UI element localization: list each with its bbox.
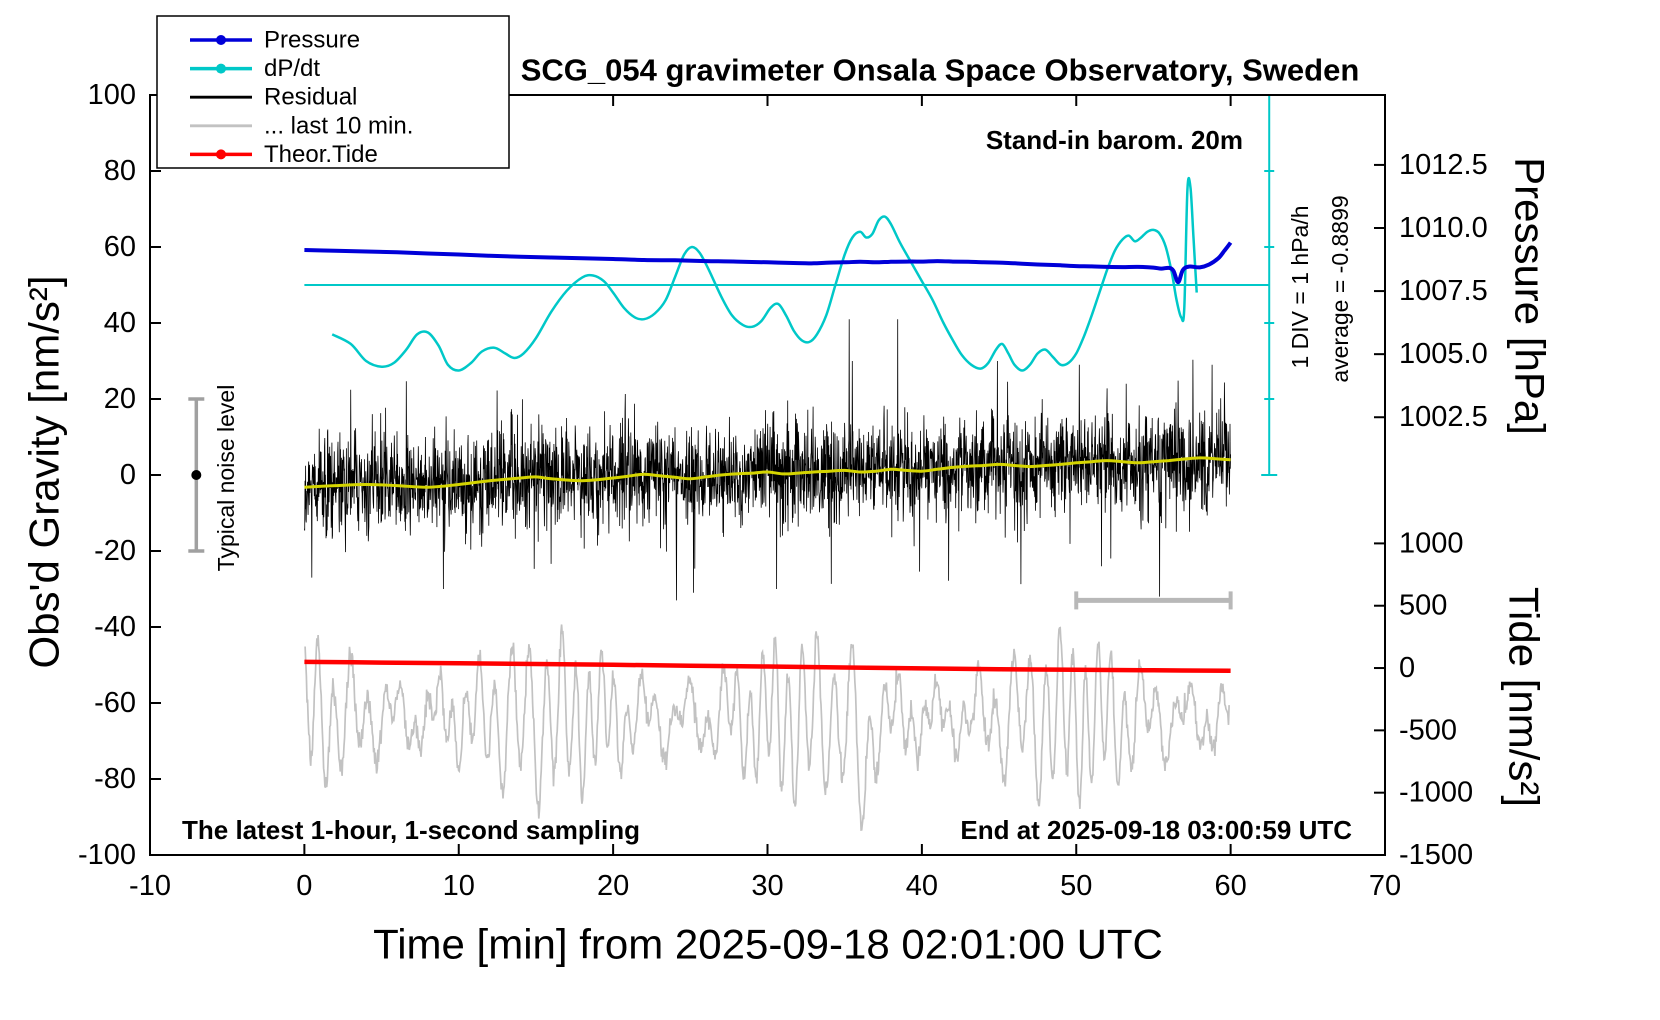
tide-tick-label: -500 [1399,714,1457,746]
annotation-average: average = -0.8899 [1327,195,1353,382]
chart-title: SCG_054 gravimeter Onsala Space Observat… [521,53,1360,88]
x-tick-label: 0 [296,870,312,902]
tide-tick-label: 500 [1399,590,1447,622]
noise-level-dot [191,470,202,480]
y-tick-label: 20 [104,383,136,415]
x-axis-label: Time [min] from 2025-09-18 02:01:00 UTC [373,921,1163,968]
legend-label-4: Theor.Tide [264,141,378,168]
legend-label-3: ... last 10 min. [264,112,413,139]
annotation-noise-level: Typical noise level [213,385,239,572]
tide-tick-label: -1000 [1399,777,1473,809]
y-tick-label: -20 [94,535,136,567]
y-tick-label: -60 [94,687,136,719]
y-tick-label: 40 [104,307,136,339]
tide-tick-label: 0 [1399,652,1415,684]
x-tick-label: 40 [906,870,938,902]
pressure-tick-label: 1007.5 [1399,275,1488,307]
tide-tick-label: -1500 [1399,839,1473,871]
legend-label-0: Pressure [264,27,360,54]
y-tick-label: 100 [88,79,136,111]
x-tick-label: -10 [129,870,171,902]
legend-marker-dot [216,149,226,160]
y-tick-label: 0 [120,459,136,491]
series-pressure [304,241,1233,285]
legend-marker-dot [216,63,226,74]
pressure-tick-label: 1012.5 [1399,149,1488,181]
x-tick-label: 30 [751,870,783,902]
x-tick-label: 20 [597,870,629,902]
x-tick-label: 70 [1369,870,1401,902]
legend-label-1: dP/dt [264,55,320,82]
annotation-end-time: End at 2025-09-18 03:00:59 UTC [960,815,1352,845]
series-dpdt [331,177,1198,372]
legend-marker-dot [216,35,226,45]
pressure-tick-label: 1005.0 [1399,338,1488,370]
series-residual-filtered [304,456,1231,489]
pressure-tick-label: 1002.5 [1399,401,1488,433]
annotation-barometer: Stand-in barom. 20m [986,125,1243,155]
y-tick-label: -100 [78,839,136,871]
series-residual [304,319,1231,601]
y-tick-label: -40 [94,611,136,643]
annotation-sampling: The latest 1-hour, 1-second sampling [182,815,640,845]
tide-tick-label: 1000 [1399,527,1464,559]
legend-label-2: Residual [264,84,357,111]
annotation-div-scale: 1 DIV = 1 hPa/h [1287,205,1313,368]
series-theor-tide [304,659,1231,673]
y-tick-label: 60 [104,231,136,263]
y-axis-label-pressure: Pressure [hPa] [1507,157,1554,435]
x-tick-label: 10 [443,870,475,902]
y-axis-label-tide: Tide [nm/s²] [1501,587,1548,807]
y-tick-label: 80 [104,155,136,187]
pressure-tick-label: 1010.0 [1399,212,1488,244]
y-axis-label-gravity: Obs'd Gravity [nm/s²] [21,275,68,668]
y-tick-label: -80 [94,763,136,795]
series-last10min [304,624,1230,831]
x-tick-label: 50 [1060,870,1092,902]
x-tick-label: 60 [1214,870,1246,902]
plot-series [304,95,1278,831]
